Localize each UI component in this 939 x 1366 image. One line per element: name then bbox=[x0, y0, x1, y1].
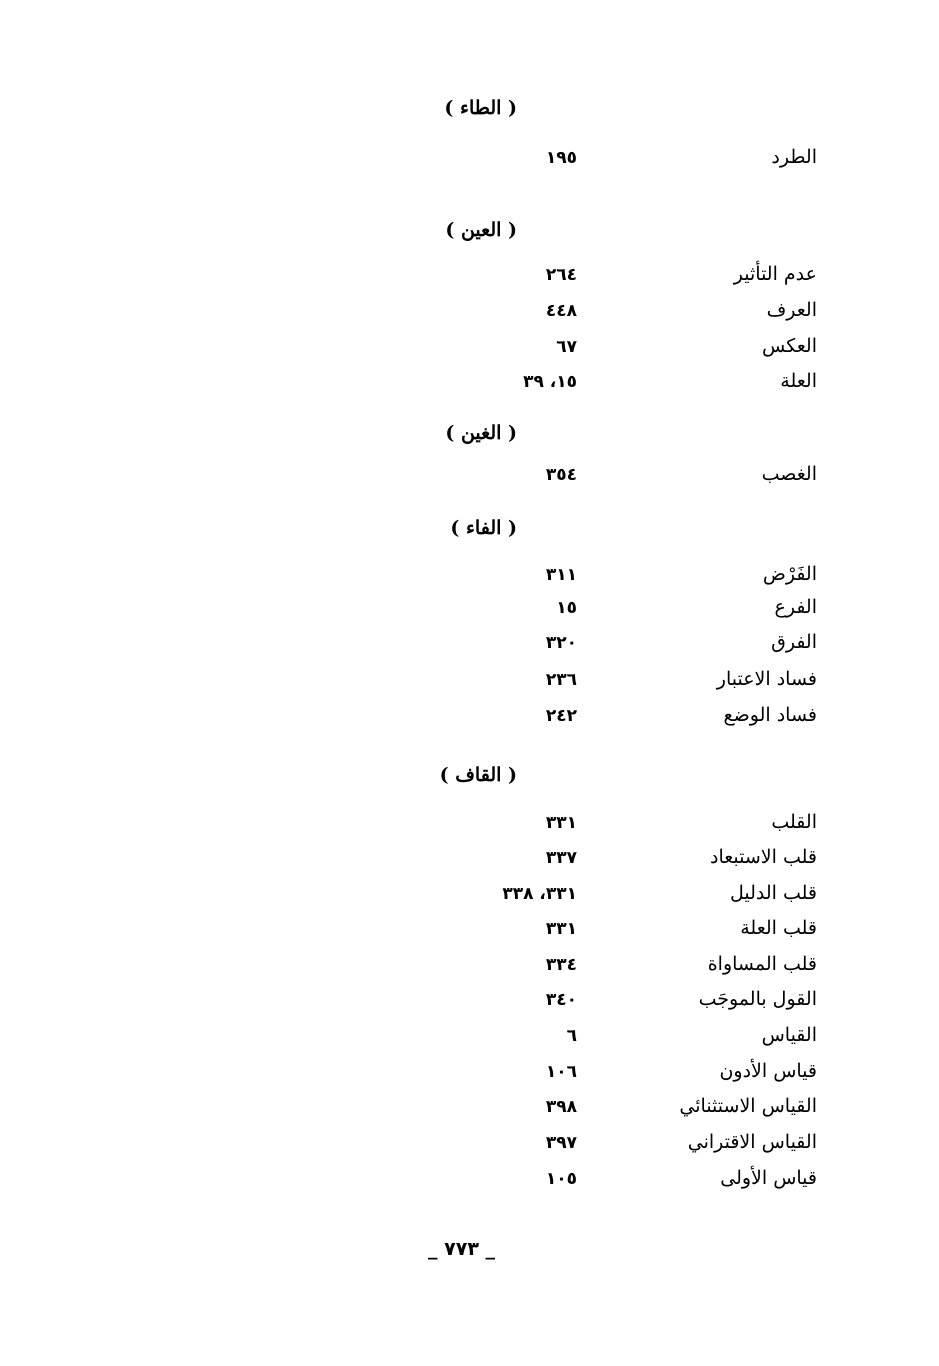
index-term: قلب المساواة bbox=[707, 953, 817, 975]
index-term: الفَرْض bbox=[762, 563, 817, 585]
index-term: الغصب bbox=[761, 463, 817, 485]
index-term: الفرع bbox=[774, 596, 818, 618]
index-page-ref: ٦٧ bbox=[556, 337, 577, 357]
page-number: _ ٧٧٣ _ bbox=[428, 1238, 496, 1260]
index-term: القول بالموجَب bbox=[698, 988, 817, 1010]
index-page-ref: ١٥ bbox=[556, 598, 577, 618]
index-page-ref: ٦ bbox=[566, 1026, 577, 1046]
index-page-ref: ٣٣٧ bbox=[545, 848, 577, 868]
index-page-ref: ٣١١ bbox=[545, 565, 577, 585]
index-term: القياس bbox=[761, 1024, 817, 1046]
index-page-ref: ٢٣٦ bbox=[545, 670, 577, 690]
index-term: العرف bbox=[766, 299, 817, 321]
index-page-ref: ١٥، ٣٩ bbox=[523, 372, 577, 392]
index-term: قلب العلة bbox=[740, 917, 817, 939]
index-page-ref: ٣٣١ bbox=[545, 919, 577, 939]
index-term: قلب الدليل bbox=[729, 882, 817, 904]
index-page-ref: ٣٥٤ bbox=[545, 465, 577, 485]
index-term: فساد الاعتبار bbox=[716, 668, 817, 690]
index-page-ref: ٢٤٢ bbox=[545, 706, 577, 726]
index-term: فساد الوضع bbox=[723, 704, 817, 726]
index-page-ref: ٣٤٠ bbox=[545, 990, 577, 1010]
index-term: قياس الأولى bbox=[720, 1167, 817, 1189]
index-term: عدم التأثير bbox=[733, 263, 817, 285]
index-term: القياس الاستثنائي bbox=[679, 1095, 817, 1117]
section-heading: ( الغين ) bbox=[445, 422, 517, 444]
index-term: القياس الاقتراني bbox=[687, 1131, 817, 1153]
index-page-ref: ٤٤٨ bbox=[545, 301, 577, 321]
index-page-ref: ٣٩٨ bbox=[545, 1097, 577, 1117]
index-page-ref: ٣٣٤ bbox=[545, 955, 577, 975]
index-page-ref: ١٠٥ bbox=[545, 1169, 577, 1189]
index-term: قياس الأدون bbox=[719, 1060, 817, 1082]
index-term: العكس bbox=[762, 335, 817, 357]
index-term: الفرق bbox=[771, 631, 817, 653]
section-heading: ( القاف ) bbox=[439, 764, 517, 786]
index-term: قلب الاستبعاد bbox=[710, 846, 817, 868]
index-page-ref: ٢٦٤ bbox=[545, 265, 577, 285]
index-page-ref: ٣٣١، ٣٣٨ bbox=[502, 884, 577, 904]
index-page-ref: ٣٣١ bbox=[545, 813, 577, 833]
index-page-ref: ٣٢٠ bbox=[545, 633, 577, 653]
index-page-ref: ١٩٥ bbox=[545, 148, 577, 168]
index-page-ref: ١٠٦ bbox=[545, 1062, 577, 1082]
index-page-ref: ٣٩٧ bbox=[545, 1133, 577, 1153]
index-term: الطرد bbox=[771, 146, 817, 168]
section-heading: ( العين ) bbox=[445, 219, 517, 241]
section-heading: ( الطاء ) bbox=[444, 97, 517, 119]
index-term: القلب bbox=[771, 811, 817, 833]
index-term: العلة bbox=[780, 370, 817, 392]
section-heading: ( الفاء ) bbox=[450, 517, 517, 539]
